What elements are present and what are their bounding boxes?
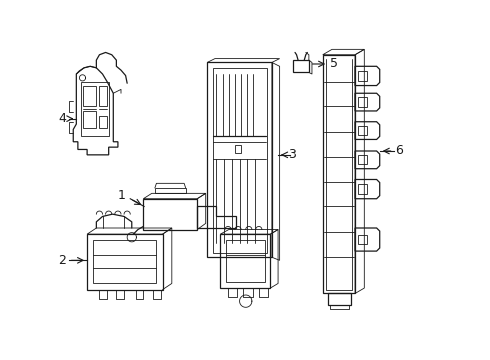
Text: 5: 5 [330, 58, 339, 71]
Text: 1: 1 [118, 189, 125, 202]
Text: 4: 4 [58, 112, 66, 125]
Text: 2: 2 [58, 254, 66, 267]
Text: 3: 3 [288, 148, 296, 161]
Text: 6: 6 [395, 144, 403, 157]
